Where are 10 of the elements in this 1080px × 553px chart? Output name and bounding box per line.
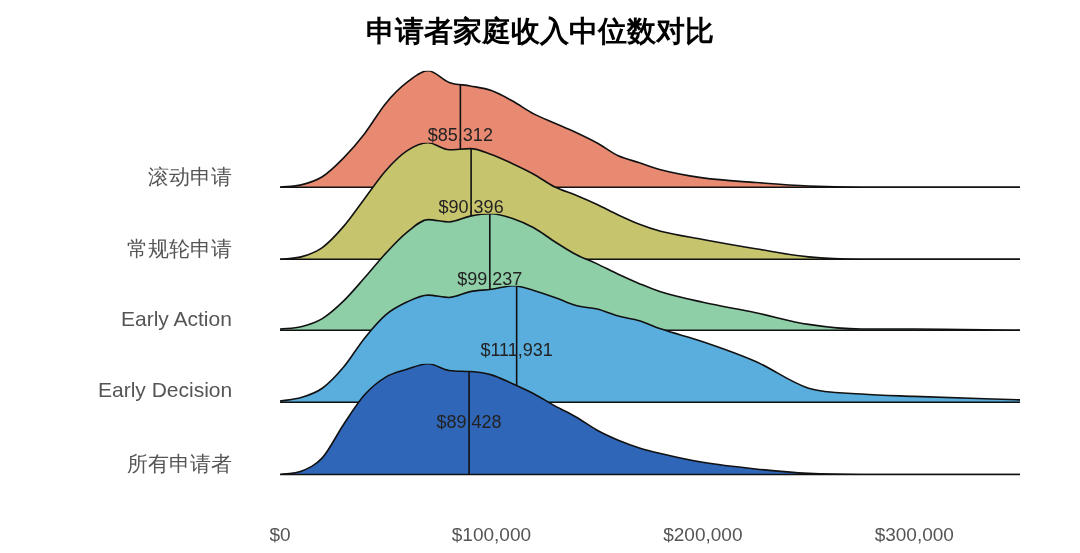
text: 常规轮申请 — [127, 235, 232, 262]
x-tick-label: $100,000 — [451, 523, 532, 545]
x-tick-label: $200,000 — [663, 523, 743, 545]
text: Early Decision — [98, 378, 233, 403]
text: 所有申请者 — [127, 451, 232, 477]
x-tick-label: $300,000 — [874, 523, 954, 545]
text: Early Action — [121, 306, 232, 331]
x-tick-label: $0 — [269, 523, 291, 545]
text: 滚动申请 — [148, 164, 232, 190]
chart-title: 申请者家庭收入中位数对比 — [365, 13, 715, 50]
